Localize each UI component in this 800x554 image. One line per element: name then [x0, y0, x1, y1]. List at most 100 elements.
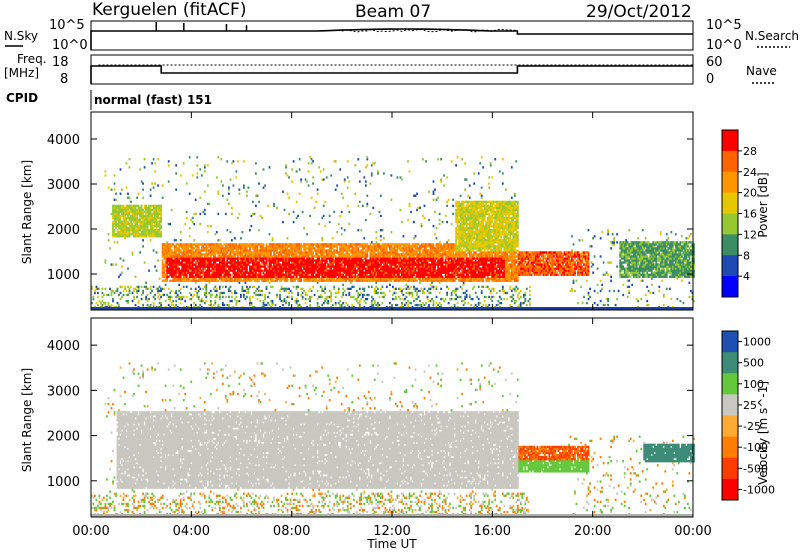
heatmap-cell	[145, 212, 147, 216]
heatmap-cell	[423, 287, 426, 291]
heatmap-cell	[237, 251, 239, 254]
heatmap-cell	[176, 265, 179, 268]
heatmap-cell	[358, 279, 361, 282]
heatmap-cell	[354, 267, 357, 270]
heatmap-cell	[301, 287, 304, 291]
heatmap-cell	[188, 192, 191, 195]
heatmap-cell	[295, 251, 298, 254]
heatmap-cell	[304, 293, 307, 297]
heatmap-cell	[274, 243, 277, 246]
heatmap-cell	[170, 279, 173, 282]
heatmap-cell	[402, 259, 405, 262]
heatmap-cell	[127, 204, 129, 208]
heatmap-cell	[175, 277, 178, 280]
heatmap-cell	[396, 243, 399, 246]
heatmap-cell	[229, 273, 232, 276]
heatmap-cell	[142, 245, 144, 248]
heatmap-cell	[286, 257, 289, 260]
heatmap-cell	[407, 287, 409, 291]
heatmap-cell	[395, 263, 397, 266]
heatmap-cell	[355, 269, 358, 272]
heatmap-cell	[190, 269, 193, 272]
heatmap-cell	[164, 253, 167, 256]
heatmap-cell	[336, 271, 339, 274]
heatmap-cell	[446, 269, 448, 272]
heatmap-cell	[212, 259, 215, 262]
heatmap-cell	[425, 271, 427, 274]
heatmap-cell	[199, 168, 202, 171]
heatmap-cell	[166, 249, 169, 252]
heatmap-cell	[286, 279, 289, 282]
heatmap-cell	[286, 269, 289, 272]
heatmap-cell	[361, 277, 364, 280]
heatmap-cell	[434, 261, 436, 264]
heatmap-cell	[432, 198, 435, 201]
heatmap-cell	[241, 259, 244, 262]
heatmap-cell	[143, 216, 146, 220]
heatmap-cell	[304, 297, 307, 301]
heatmap-cell	[131, 222, 134, 226]
heatmap-cell	[380, 257, 382, 260]
heatmap-cell	[179, 243, 182, 246]
heatmap-cell	[191, 271, 194, 274]
heatmap-cell	[437, 158, 439, 161]
heatmap-cell	[158, 293, 161, 297]
heatmap-cell	[268, 243, 271, 246]
heatmap-cell	[212, 247, 215, 250]
heatmap-cell	[399, 271, 402, 274]
heatmap-cell	[337, 222, 340, 226]
heatmap-cell	[154, 293, 156, 297]
heatmap-cell	[244, 297, 247, 301]
heatmap-cell	[399, 261, 402, 264]
heatmap-cell	[405, 291, 408, 295]
heatmap-cell	[151, 182, 153, 185]
heatmap-cell	[426, 267, 429, 270]
heatmap-cell	[355, 279, 358, 282]
heatmap-cell	[193, 267, 196, 270]
heatmap-cell	[420, 253, 423, 256]
heatmap-cell	[267, 265, 269, 268]
heatmap-cell	[343, 229, 346, 232]
heatmap-cell	[384, 245, 387, 248]
heatmap-cell	[291, 168, 293, 171]
heatmap-cell	[155, 251, 158, 254]
heatmap-cell	[157, 287, 159, 291]
heatmap-cell	[146, 218, 149, 222]
heatmap-cell	[434, 210, 436, 214]
heatmap-cell	[133, 220, 135, 224]
heatmap-cell	[312, 275, 314, 278]
heatmap-cell	[297, 251, 299, 254]
heatmap-cell	[176, 269, 179, 272]
heatmap-cell	[419, 259, 421, 262]
heatmap-cell	[375, 273, 378, 276]
heatmap-cell	[354, 259, 357, 262]
heatmap-cell	[261, 245, 263, 248]
heatmap-cell	[167, 269, 170, 272]
heatmap-cell	[116, 233, 119, 236]
heatmap-cell	[349, 287, 352, 291]
heatmap-cell	[435, 263, 438, 266]
heatmap-cell	[246, 251, 248, 254]
heatmap-cell	[128, 227, 131, 230]
heatmap-cell	[313, 259, 316, 262]
heatmap-cell	[367, 261, 370, 264]
heatmap-cell	[431, 257, 433, 260]
heatmap-cell	[197, 269, 200, 272]
heatmap-cell	[285, 172, 287, 175]
heatmap-cell	[170, 261, 173, 264]
heatmap-cell	[334, 255, 337, 258]
heatmap-cell	[405, 245, 408, 248]
heatmap-cell	[315, 251, 317, 254]
heatmap-cell	[197, 267, 200, 270]
heatmap-cell	[414, 263, 417, 266]
heatmap-cell	[91, 285, 93, 289]
heatmap-cell	[136, 235, 138, 238]
heatmap-cell	[133, 208, 135, 212]
heatmap-cell	[240, 259, 242, 262]
heatmap-cell	[395, 291, 397, 295]
heatmap-cell	[444, 271, 447, 274]
heatmap-cell	[432, 265, 435, 268]
heatmap-cell	[271, 269, 274, 272]
heatmap-cell	[197, 243, 200, 246]
heatmap-cell	[289, 273, 292, 276]
